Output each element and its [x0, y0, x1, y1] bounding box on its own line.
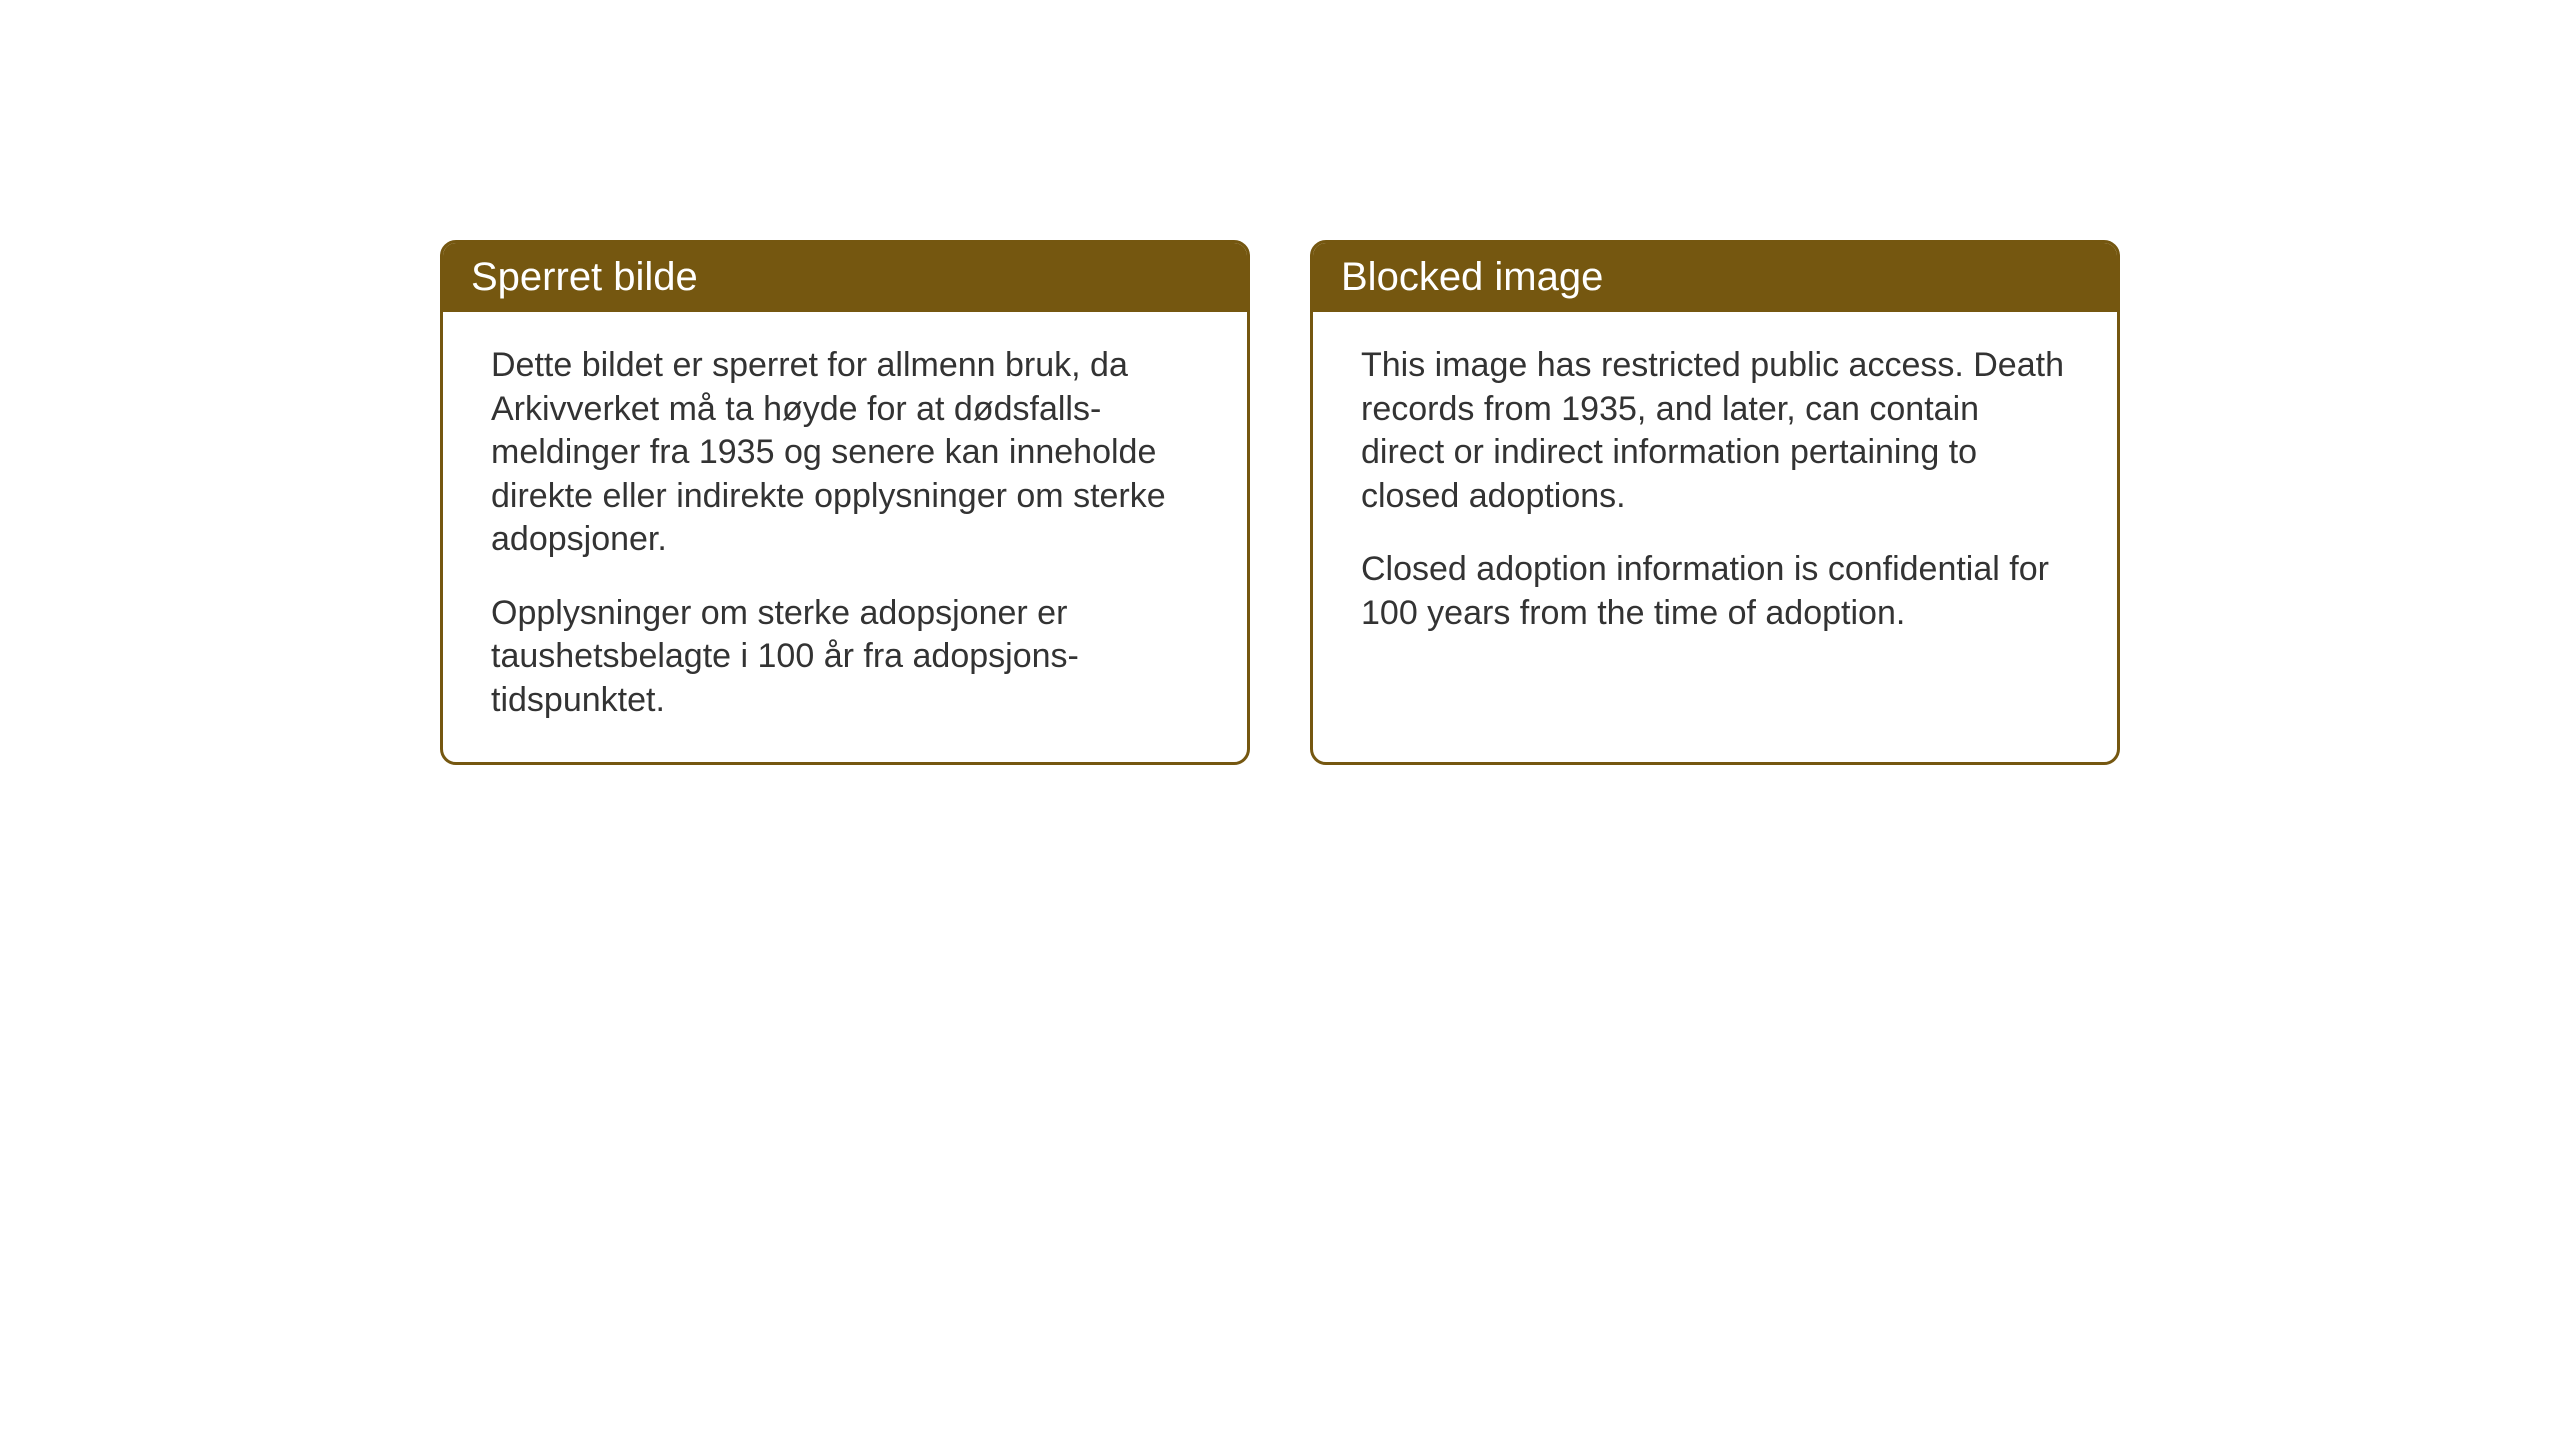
- card-paragraph-english-1: This image has restricted public access.…: [1361, 344, 2069, 518]
- card-english: Blocked image This image has restricted …: [1310, 240, 2120, 765]
- card-body-english: This image has restricted public access.…: [1313, 312, 2117, 675]
- card-header-english: Blocked image: [1313, 243, 2117, 312]
- cards-container: Sperret bilde Dette bildet er sperret fo…: [440, 240, 2120, 765]
- card-norwegian: Sperret bilde Dette bildet er sperret fo…: [440, 240, 1250, 765]
- card-paragraph-norwegian-2: Opplysninger om sterke adopsjoner er tau…: [491, 592, 1199, 723]
- card-paragraph-english-2: Closed adoption information is confident…: [1361, 548, 2069, 635]
- card-title-norwegian: Sperret bilde: [471, 255, 698, 299]
- card-body-norwegian: Dette bildet er sperret for allmenn bruk…: [443, 312, 1247, 762]
- card-paragraph-norwegian-1: Dette bildet er sperret for allmenn bruk…: [491, 344, 1199, 562]
- card-header-norwegian: Sperret bilde: [443, 243, 1247, 312]
- card-title-english: Blocked image: [1341, 255, 1603, 299]
